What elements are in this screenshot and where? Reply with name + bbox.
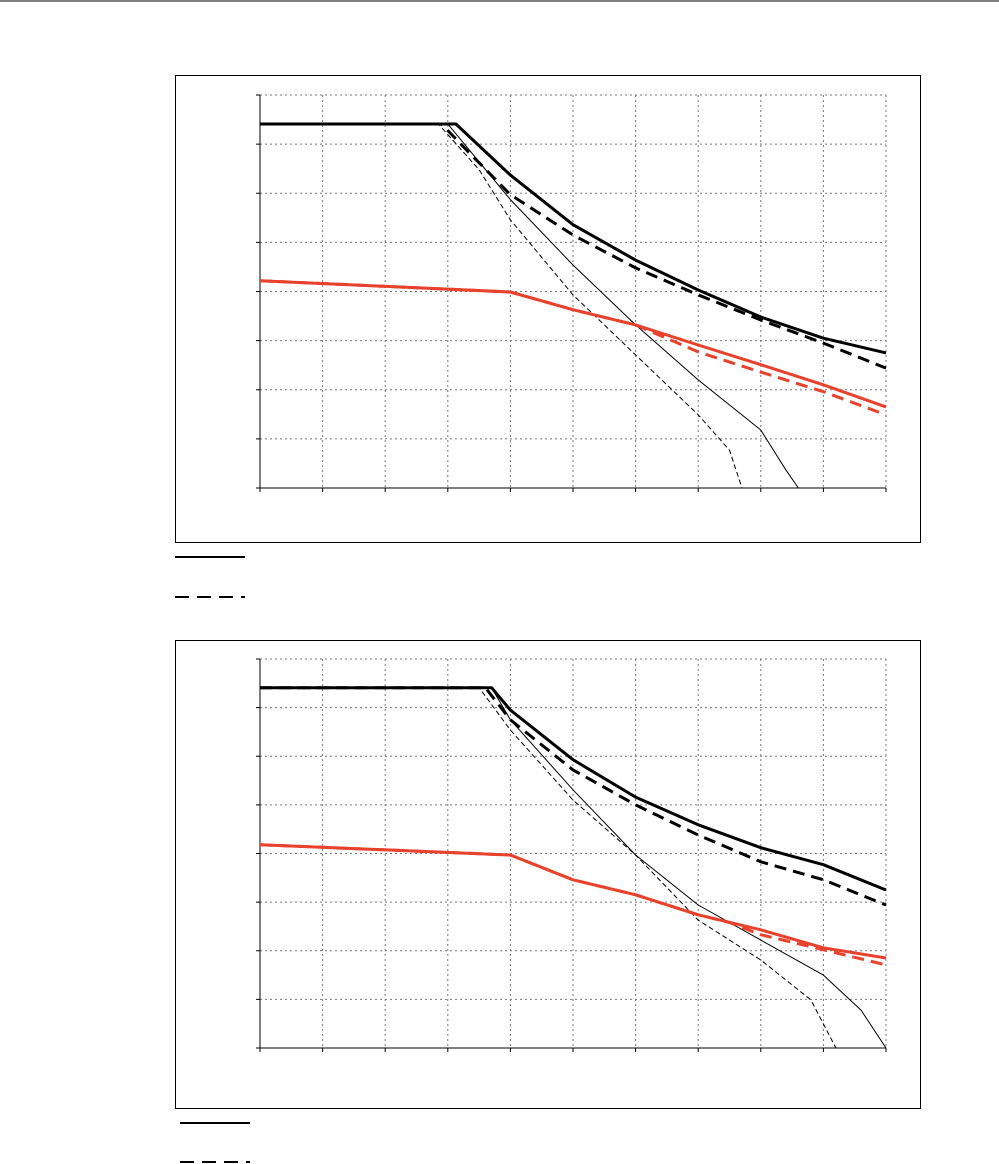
- series-line: [260, 687, 887, 1049]
- series-line: [260, 122, 887, 355]
- chart-frame: [175, 640, 921, 1109]
- series-line: [260, 122, 887, 370]
- series-line: [259, 843, 887, 967]
- series-line: [260, 686, 887, 892]
- series-line: [260, 687, 837, 1049]
- series-line: [260, 123, 886, 489]
- series-line: [260, 686, 887, 907]
- series-line: [260, 123, 886, 489]
- series-line: [259, 279, 887, 409]
- chart-frame: [175, 75, 921, 543]
- series-line: [259, 843, 887, 960]
